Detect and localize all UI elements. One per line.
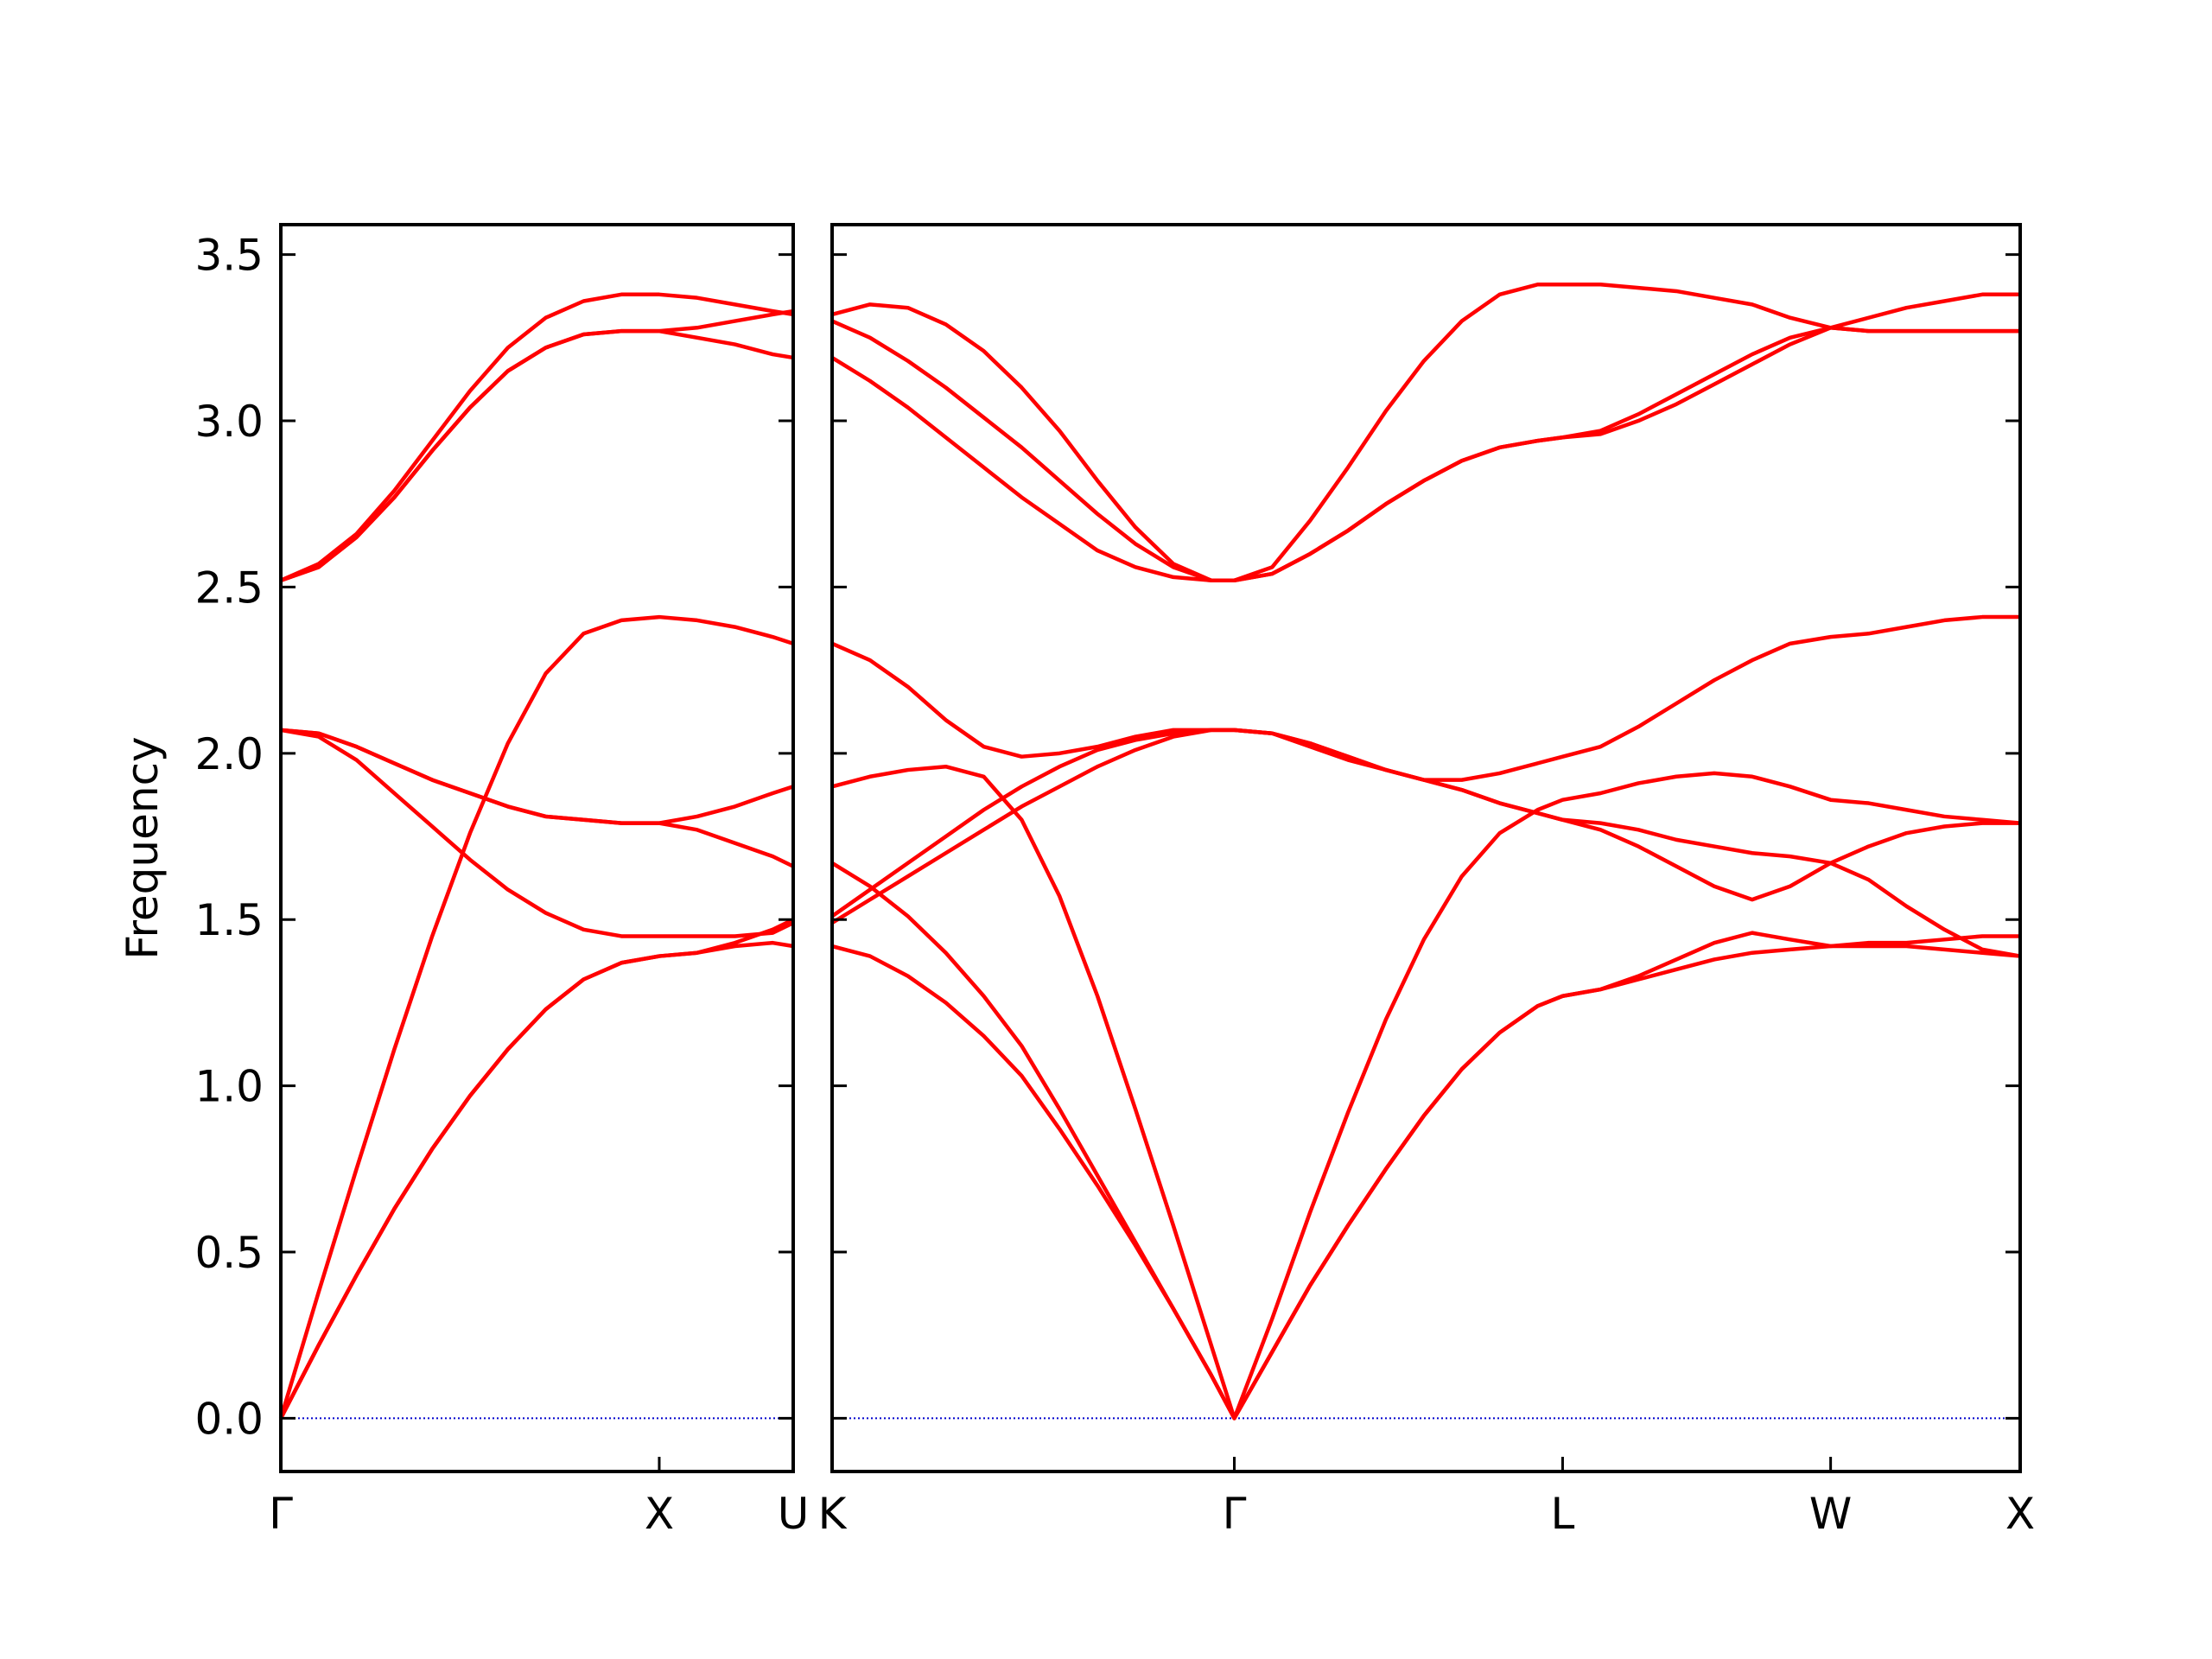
- y-tick-label: 0.5: [194, 1228, 264, 1278]
- band-line: [280, 308, 794, 582]
- band-line: [280, 292, 794, 582]
- band-line: [280, 328, 794, 582]
- band-line: [830, 861, 2021, 1421]
- plot-frame: [279, 223, 795, 1473]
- y-tick-label: 1.5: [194, 895, 264, 945]
- y-tick-label: 3.5: [194, 231, 264, 281]
- band-line: [831, 319, 2020, 582]
- band-line: [831, 283, 2020, 582]
- x-tick-label: L: [1551, 1489, 1575, 1539]
- y-tick-label: 2.5: [194, 563, 264, 613]
- band-line: [831, 614, 2020, 782]
- band-line: [831, 934, 2020, 1421]
- y-tick-label: 3.0: [194, 397, 264, 447]
- x-tick-label: Γ: [269, 1489, 293, 1539]
- band-line: [278, 614, 794, 1420]
- x-tick-label: K: [818, 1489, 848, 1539]
- band-line: [279, 918, 794, 1420]
- band-line: [830, 728, 2021, 958]
- x-tick-label: W: [1809, 1489, 1852, 1539]
- band-line: [279, 940, 794, 1420]
- x-tick-label: U: [778, 1489, 810, 1539]
- x-tick-label: Γ: [1223, 1489, 1247, 1539]
- band-line: [830, 728, 2020, 925]
- y-tick-label: 1.0: [194, 1062, 264, 1112]
- band-line: [831, 764, 2021, 1421]
- y-axis-label: Frequency: [118, 736, 168, 959]
- plot-frame: [830, 223, 2022, 1473]
- band-line: [280, 728, 794, 938]
- x-tick-label: X: [2005, 1489, 2035, 1539]
- y-tick-label: 2.0: [194, 729, 264, 779]
- x-tick-label: X: [645, 1489, 674, 1539]
- band-line: [280, 728, 794, 868]
- band-line: [280, 728, 794, 825]
- y-tick-label: 0.0: [194, 1394, 264, 1444]
